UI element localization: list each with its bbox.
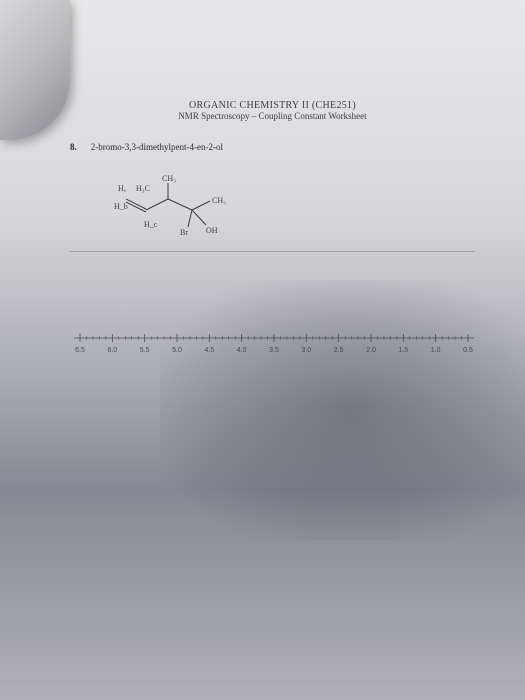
axis-tick-label: 2.5	[334, 347, 344, 354]
question-number: 8.	[70, 142, 77, 152]
axis-tick-label: 0.5	[463, 347, 473, 354]
label-hb: H_b	[114, 202, 128, 211]
divider-rule	[70, 251, 475, 252]
axis-tick-label: 3.5	[269, 347, 279, 354]
label-oh: OH	[206, 226, 218, 235]
label-h3c: H₃C	[136, 184, 150, 193]
axis-tick-label: 6.5	[75, 347, 85, 354]
label-br: Br	[180, 228, 188, 237]
axis-tick-label: 3.0	[301, 347, 311, 354]
worksheet-page: ORGANIC CHEMISTRY II (CHE251) NMR Spectr…	[0, 0, 525, 700]
axis-tick-label: 5.0	[172, 347, 182, 354]
axis-tick-label: 4.0	[237, 347, 247, 354]
page-header: ORGANIC CHEMISTRY II (CHE251) NMR Spectr…	[70, 100, 475, 121]
question-row: 8. 2-bromo-3,3-dimethylpent-4-en-2-ol	[70, 137, 475, 155]
axis-tick-label: 4.5	[204, 347, 214, 354]
compound-name: 2-bromo-3,3-dimethylpent-4-en-2-ol	[91, 142, 223, 152]
axis-tick-label: 5.5	[140, 347, 150, 354]
axis-tick-label: 1.5	[398, 347, 408, 354]
label-ha: Hₐ	[118, 184, 127, 193]
axis-tick-label: 6.0	[107, 347, 117, 354]
axis-tick-label: 2.0	[366, 347, 376, 354]
course-title: ORGANIC CHEMISTRY II (CHE251)	[70, 100, 475, 111]
label-hc: H_c	[144, 220, 158, 229]
label-ch3-top: CH₃	[162, 174, 176, 183]
axis-tick-label: 1.0	[431, 347, 441, 354]
chemical-structure: Hₐ H₃C CH₃ CH₃ H_b H_c Br OH	[106, 169, 475, 239]
nmr-axis: 6.5 6.0 5.5 5.0 4.5 4.0 3.5 3.0 2.5 2.0 1.5 1.0 0.5	[74, 332, 471, 360]
worksheet-subtitle: NMR Spectroscopy – Coupling Constant Wor…	[70, 111, 475, 121]
label-ch3-side: CH₃	[212, 196, 226, 205]
